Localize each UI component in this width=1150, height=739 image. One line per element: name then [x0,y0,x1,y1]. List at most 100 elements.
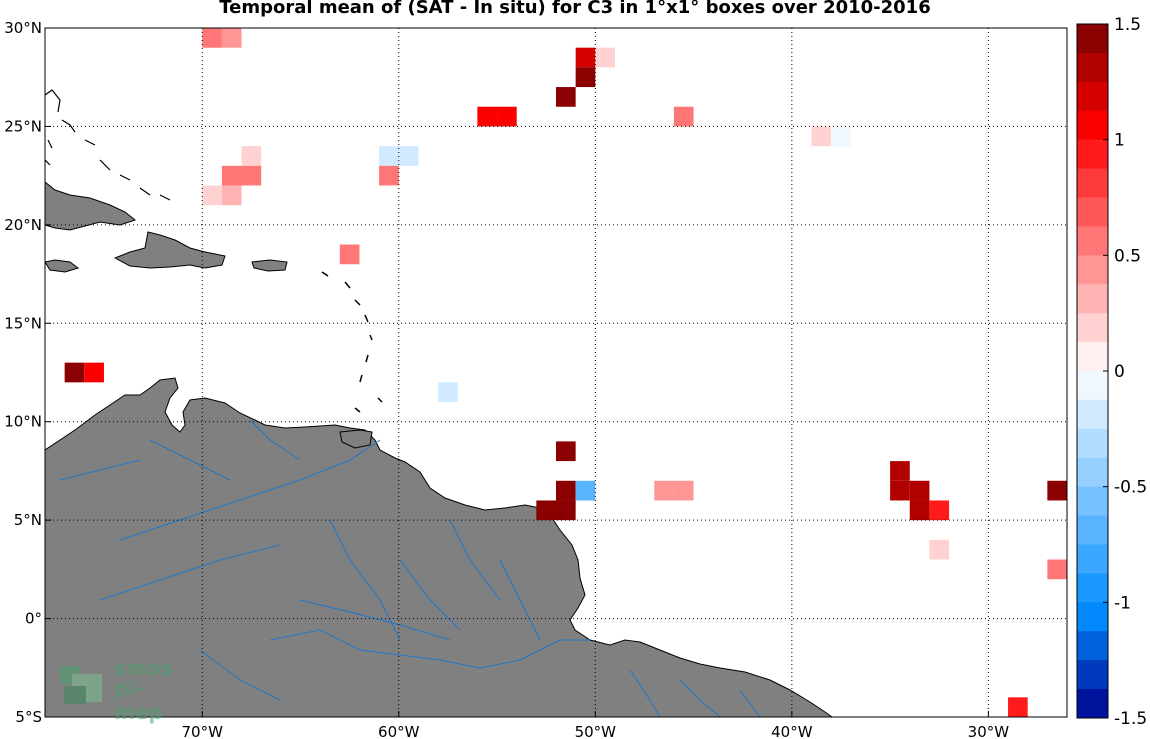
grid-cell [64,362,85,383]
colorbar-step [1077,313,1108,343]
colorbar-step [1077,544,1108,574]
grid-cell [221,185,242,206]
y-tick-label: 0° [25,610,42,628]
colorbar-step [1077,52,1108,83]
grid-cell [595,47,615,68]
grid-cell [929,500,950,521]
grid-cell [379,165,399,186]
y-tick-label: 10°N [4,413,42,431]
grid-cell [890,461,910,481]
y-axis-ticks: 30°N 25°N 20°N 15°N 10°N 5°N 0° 5°S [4,19,51,726]
colorbar-step [1077,602,1108,632]
colorbar-step [1077,81,1108,112]
y-tick-label: 5°N [14,511,42,529]
grid-cell [556,441,576,462]
land-layer [45,89,833,717]
grid-cell [556,480,576,501]
y-tick-label: 20°N [4,216,42,234]
grid-cell [536,500,556,521]
colorbar-step [1077,139,1108,170]
map-frame [44,27,1068,718]
grid-cell [811,126,832,147]
grid-lines [45,27,1067,718]
grid-cell [221,28,242,48]
jamaica-island [45,259,80,273]
x-tick-label: 70°W [182,723,224,739]
grid-cell [497,106,517,127]
grid-cell [929,539,950,560]
grid-cell [1008,697,1028,717]
grid-cell [890,480,910,501]
colorbar-step [1077,24,1108,54]
colorbar-step [1077,168,1108,198]
grid-cell [1047,559,1067,580]
y-tick-label: 5°S [15,708,42,726]
colorbar-step [1077,399,1108,430]
colorbar [1077,24,1108,719]
logo-line-1: smos [114,656,173,680]
colorbar-step [1077,689,1108,719]
grid-cell [241,165,262,186]
colorbar-step [1077,660,1108,690]
grid-cell [654,480,674,501]
grid-cell [202,28,222,48]
colorbar-step [1077,197,1108,227]
map-title: Temporal mean of (SAT - In situ) for C3 … [219,0,931,18]
y-tick-label: 15°N [4,314,42,332]
colorbar-step [1077,573,1108,603]
grid-cell [556,500,576,521]
grid-cell [84,362,104,383]
grid-cell [241,146,262,166]
grid-cell [575,47,596,68]
grid-cell [477,106,498,127]
grid-cell [575,67,596,88]
grid-cell [673,106,694,127]
data-cells [64,28,1067,717]
grid-cell [831,126,851,147]
colorbar-step [1077,486,1108,517]
colorbar-step [1077,371,1108,401]
grid-cell [398,146,419,166]
colorbar-step [1077,110,1108,141]
logo-icon [60,666,102,704]
bahamas-islands [45,89,171,201]
colorbar-tick-label: -0.5 [1114,478,1147,498]
colorbar-step [1077,255,1108,285]
colorbar-step [1077,515,1108,545]
colorbar-step [1077,428,1108,459]
colorbar-tick-label: 0 [1114,362,1125,382]
logo-line-2: pi-mep [114,676,163,724]
south-america-landmass [45,377,833,717]
trinidad-island [339,429,373,449]
hispaniola-island [113,231,226,269]
grid-cell [202,185,222,206]
grid-cell [909,480,930,501]
grid-cell [673,480,694,501]
grid-cell [556,87,576,107]
grid-cell [379,146,399,166]
x-tick-label: 60°W [378,723,420,739]
colorbar-step [1077,631,1108,661]
x-tick-label: 30°W [968,723,1010,739]
colorbar-tick-label: -1.5 [1114,709,1147,729]
puerto-rico-island [251,259,288,272]
grid-cell [575,480,596,501]
colorbar-tick-label: 0.5 [1114,246,1141,266]
grid-cell [339,244,360,265]
grid-cell [221,165,242,186]
colorbar-tick-label: 1.5 [1114,15,1141,35]
colorbar-step [1077,226,1108,256]
x-tick-label: 50°W [575,723,617,739]
grid-cell [1047,480,1067,501]
colorbar-step [1077,457,1108,488]
colorbar-step [1077,342,1108,372]
x-tick-label: 40°W [771,723,813,739]
y-tick-label: 30°N [4,19,42,37]
colorbar-ticks: 1.5 1 0.5 0 -0.5 -1 -1.5 [1103,15,1147,729]
colorbar-tick-label: -1 [1114,593,1131,613]
cuba-island [45,181,137,231]
grid-cell [438,382,458,403]
rivers [59,419,761,717]
x-axis-ticks: 70°W 60°W 50°W 40°W 30°W [182,711,1010,739]
